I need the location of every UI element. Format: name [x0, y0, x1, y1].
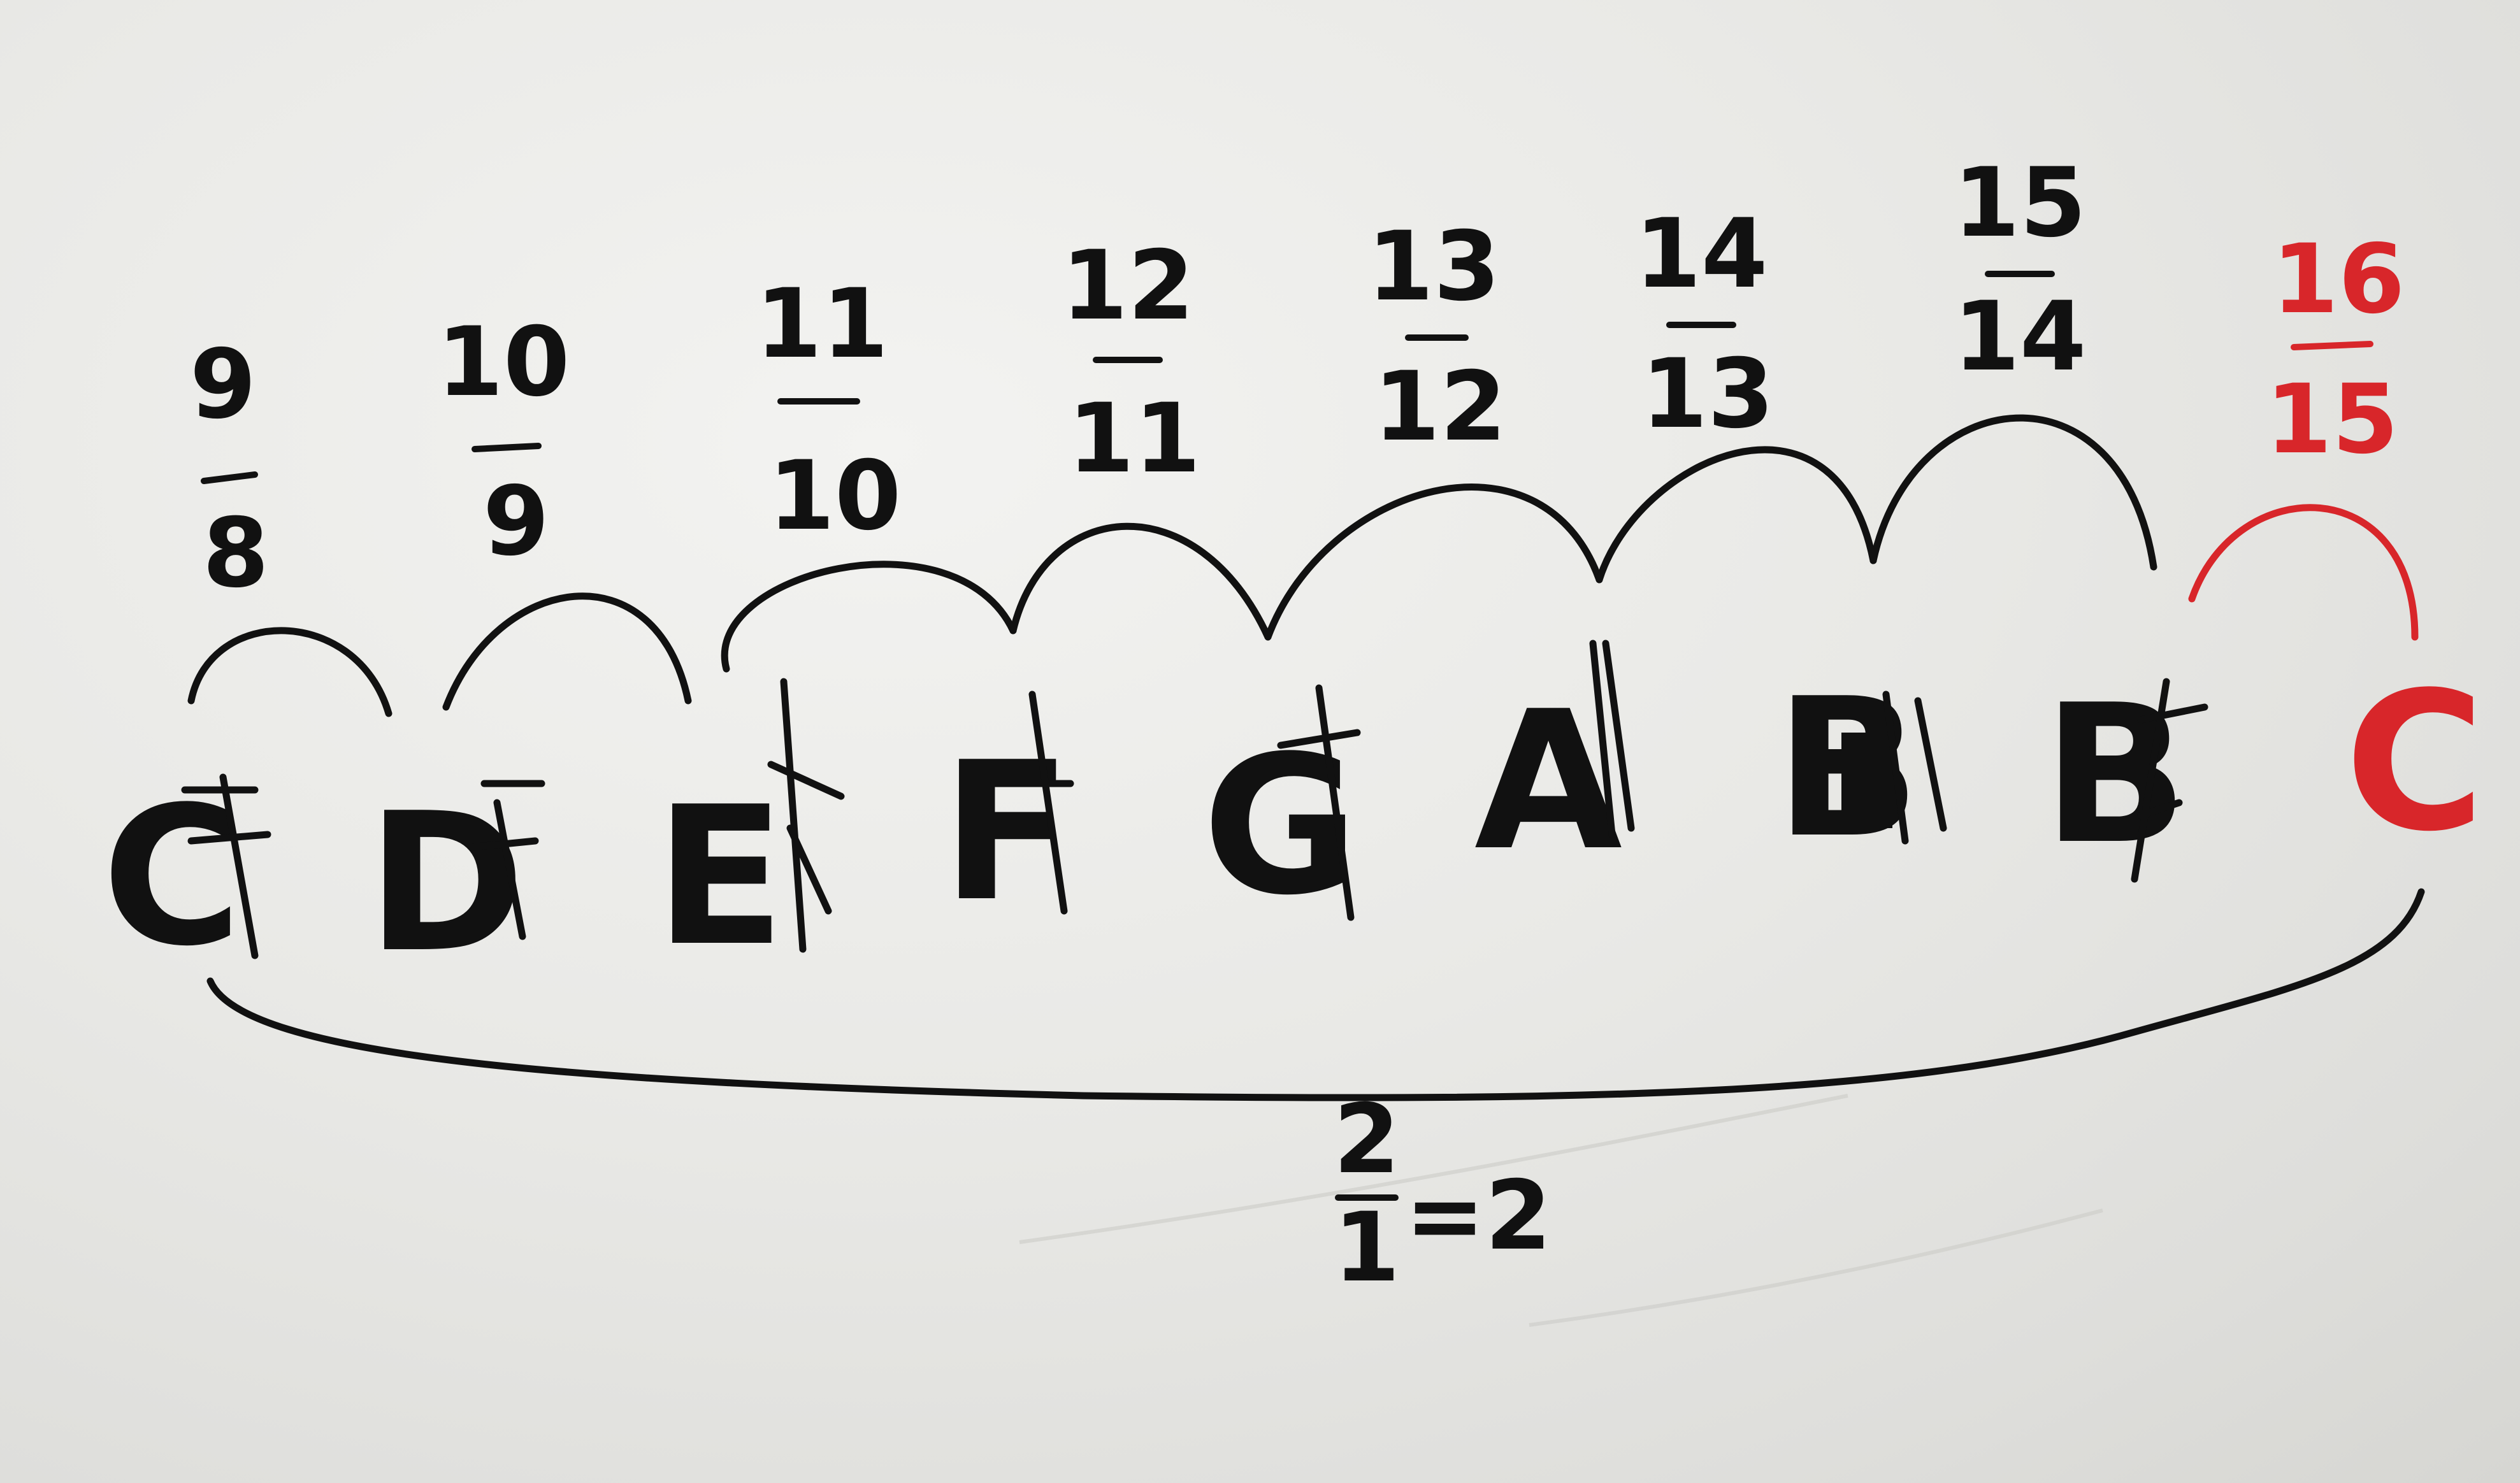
ratio-denominators: 8 9 10 11 12 13 14 15 — [203, 282, 2399, 609]
fraction-bar — [201, 471, 258, 484]
interval-arc — [1869, 414, 2157, 571]
ratio-denominator: 14 — [1954, 282, 2087, 392]
total-numerator: 2 — [1334, 1084, 1400, 1195]
accidental-stroke — [1589, 640, 1635, 838]
ratio-numerator: 10 — [437, 307, 570, 418]
accidental-stroke — [990, 691, 1074, 915]
note-letter: E — [655, 766, 786, 988]
octave-brace — [206, 888, 2425, 1101]
note-letter: C — [102, 766, 242, 988]
interval-arcs — [187, 414, 2419, 717]
accidental-strokes — [181, 640, 2208, 959]
ratio-denominator: 10 — [768, 441, 902, 552]
accidental-stroke — [1882, 691, 1947, 845]
note-letters: C D E F G A B B C — [102, 651, 2485, 994]
interval-arc — [442, 592, 692, 711]
ratio-numerator: 12 — [1062, 231, 1195, 341]
scribble-fill — [1841, 733, 1892, 828]
interval-arc — [1009, 522, 1272, 641]
eraser-smudge — [1019, 1094, 1848, 1244]
accidental-stroke — [1277, 684, 1361, 921]
ratio-denominator: 11 — [1068, 383, 1201, 494]
ratio-denominator-red: 15 — [2266, 364, 2399, 475]
accidental-stroke — [181, 773, 271, 959]
interval-arc — [721, 561, 1017, 673]
ratio-numerator-red: 16 — [2272, 224, 2405, 335]
ratio-numerator: 11 — [756, 269, 889, 380]
note-letter-red: C — [2345, 651, 2485, 873]
ratio-numerator: 14 — [1635, 199, 1768, 310]
interval-arc — [187, 627, 392, 717]
interval-arc — [1595, 446, 1877, 584]
fraction-bar — [472, 443, 542, 452]
accidental-stroke — [468, 780, 545, 940]
interval-arc-red — [2188, 504, 2419, 641]
ratio-denominator: 12 — [1374, 352, 1507, 462]
ratio-numerator: 9 — [190, 329, 256, 440]
ratio-denominator: 9 — [483, 466, 549, 577]
ratio-denominator: 13 — [1641, 339, 1775, 450]
note-letter: D — [366, 772, 525, 994]
total-result: =2 — [1405, 1161, 1552, 1272]
octave-ratio: 2 1 =2 — [1334, 1084, 1552, 1303]
fraction-bar-red — [2291, 341, 2373, 350]
note-letter: G — [1202, 715, 1359, 937]
ratio-numerator: 13 — [1367, 211, 1501, 322]
ratio-numerators: 9 10 11 12 13 14 15 16 — [190, 148, 2405, 440]
interval-arc — [1264, 484, 1603, 641]
total-denominator: 1 — [1334, 1193, 1400, 1303]
ratio-denominator: 8 — [203, 498, 269, 609]
fraction-bars — [201, 271, 2373, 484]
ratio-numerator: 15 — [1954, 148, 2087, 259]
accidental-stroke — [2131, 678, 2208, 883]
eraser-smudge — [1529, 1208, 2103, 1327]
accidental-stroke — [767, 678, 845, 953]
